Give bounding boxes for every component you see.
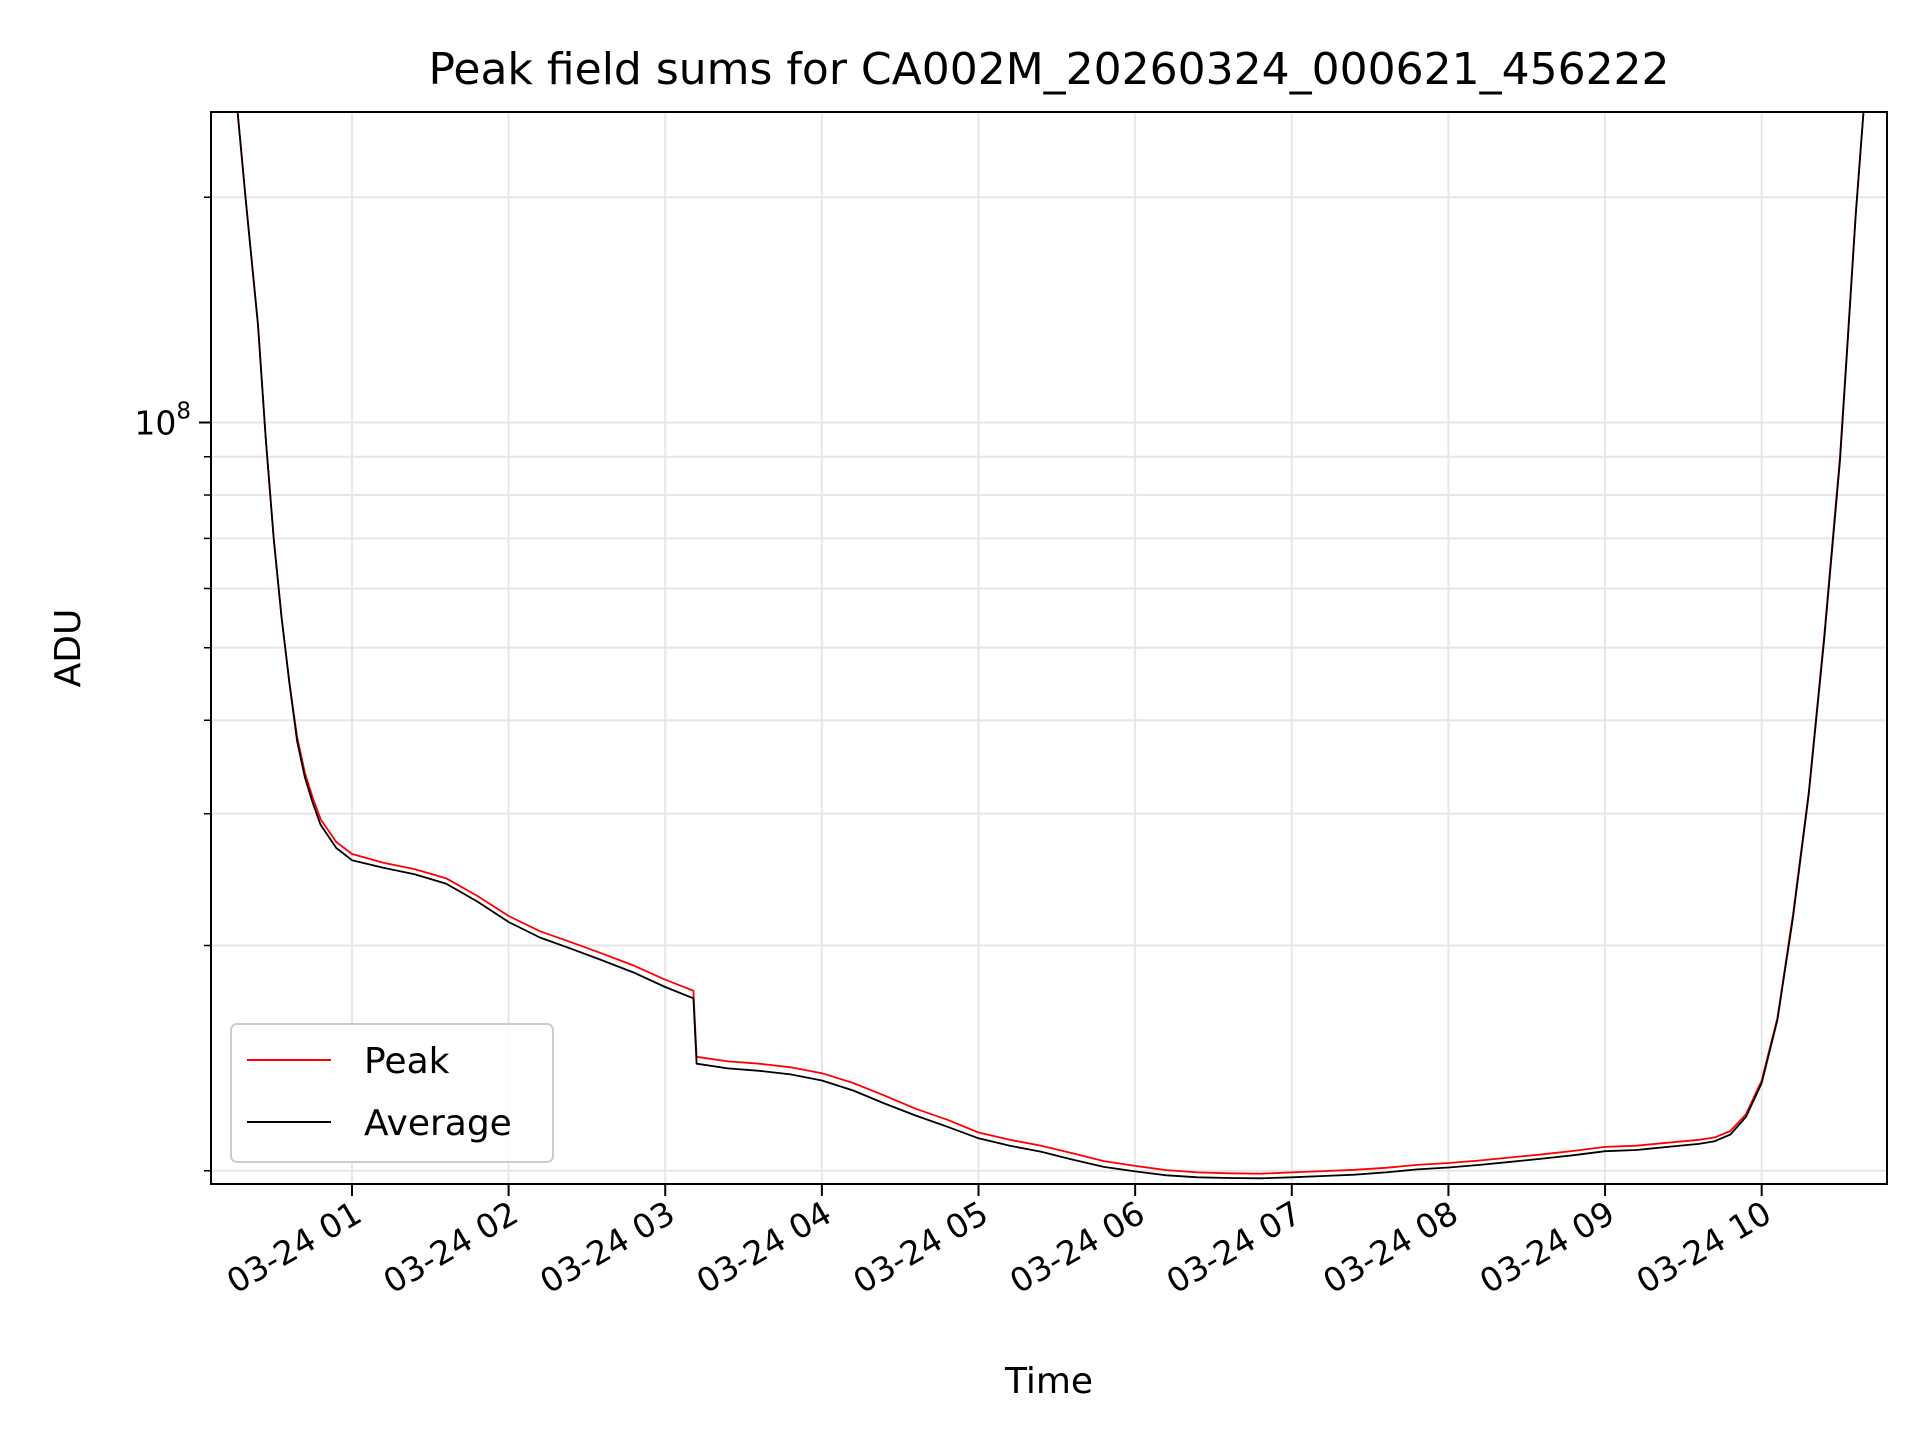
legend: Peak Average [230,1023,554,1163]
legend-label-peak: Peak [364,1041,450,1082]
legend-label-average: Average [364,1103,512,1144]
y-tick-label-exponent: 8 [176,398,191,424]
y-tick-label: 108 [134,398,191,442]
chart-title: Peak field sums for CA002M_20260324_0006… [428,44,1669,95]
y-axis: 108 [134,196,211,1172]
y-axis-label: ADU [48,609,89,688]
series-line-peak [211,112,1887,1175]
grid [211,112,1887,1184]
y-tick-label-base: 10 [134,403,176,442]
legend-box [230,1023,554,1163]
series-layer [211,112,1887,1180]
series-line-average [211,112,1887,1180]
x-axis-label: Time [1004,1361,1093,1402]
